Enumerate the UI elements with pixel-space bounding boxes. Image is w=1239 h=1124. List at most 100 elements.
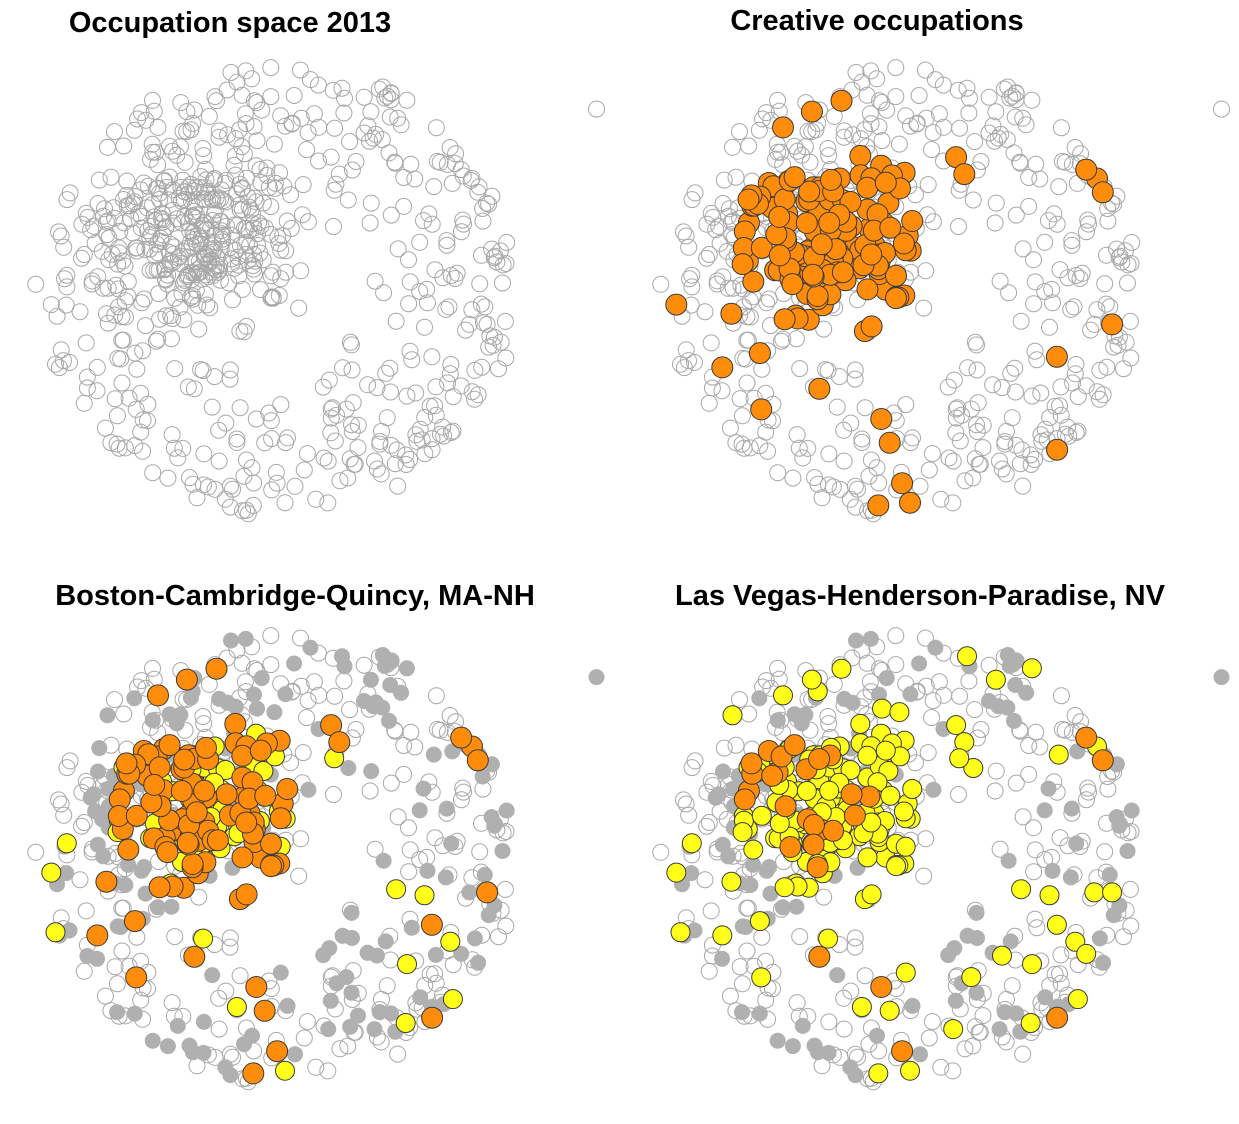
node	[175, 668, 198, 691]
node	[902, 779, 923, 799]
node	[861, 884, 882, 905]
node	[1032, 426, 1050, 444]
node	[437, 300, 455, 318]
node	[1099, 780, 1117, 798]
node	[453, 945, 470, 962]
node	[246, 92, 263, 110]
node	[820, 715, 838, 733]
node	[470, 954, 487, 971]
node	[727, 168, 745, 186]
node	[319, 494, 337, 512]
node	[236, 105, 254, 123]
node	[1017, 116, 1035, 134]
node	[788, 898, 805, 915]
node	[85, 786, 102, 803]
node	[440, 931, 461, 952]
node	[750, 121, 768, 139]
node	[116, 292, 134, 310]
node	[263, 481, 281, 499]
node	[856, 278, 879, 301]
node	[588, 100, 605, 118]
node	[342, 1018, 359, 1035]
node	[956, 1040, 974, 1058]
node	[142, 150, 159, 168]
node	[109, 255, 127, 273]
node	[721, 987, 739, 1005]
node	[327, 175, 345, 193]
node	[463, 301, 481, 319]
node	[349, 416, 367, 434]
node	[411, 851, 429, 868]
node	[179, 378, 197, 396]
node	[204, 191, 222, 209]
node	[427, 119, 445, 137]
node	[369, 947, 385, 964]
node	[194, 362, 212, 380]
node	[819, 140, 837, 157]
node	[109, 349, 127, 367]
node	[224, 291, 241, 309]
node	[733, 435, 751, 453]
node	[48, 307, 66, 325]
node	[194, 708, 212, 725]
node	[263, 430, 281, 448]
node	[434, 418, 452, 436]
node	[1096, 275, 1114, 293]
panel	[652, 59, 1230, 523]
node	[683, 266, 701, 284]
node	[874, 171, 897, 194]
node	[1091, 181, 1114, 204]
node	[328, 731, 351, 754]
node	[300, 781, 317, 798]
node	[970, 455, 988, 473]
node	[485, 249, 503, 267]
node	[162, 330, 180, 348]
node	[414, 885, 435, 906]
node	[341, 450, 359, 468]
node	[878, 670, 895, 687]
node	[149, 899, 166, 916]
node	[86, 234, 104, 252]
node	[469, 183, 487, 201]
node	[930, 673, 948, 691]
node	[490, 360, 507, 378]
node	[733, 975, 751, 993]
node	[380, 144, 398, 162]
node	[361, 214, 379, 232]
node	[856, 176, 879, 199]
node	[969, 394, 987, 412]
node	[152, 229, 170, 247]
node	[55, 352, 72, 370]
node	[835, 128, 853, 146]
node	[908, 114, 926, 132]
node	[115, 752, 138, 775]
node	[381, 712, 397, 729]
node	[916, 629, 934, 647]
node	[904, 997, 921, 1014]
node	[732, 822, 753, 843]
node	[249, 700, 265, 717]
node	[302, 639, 319, 656]
node	[806, 1037, 823, 1054]
node	[79, 208, 97, 226]
node	[1006, 712, 1022, 729]
node	[231, 236, 249, 254]
node	[55, 806, 73, 824]
node	[853, 430, 871, 448]
node	[911, 477, 929, 495]
node	[423, 215, 441, 233]
node	[160, 191, 178, 209]
node	[1001, 658, 1018, 674]
node	[856, 967, 874, 985]
node	[245, 219, 263, 237]
node	[1066, 707, 1084, 724]
node	[494, 843, 511, 859]
node	[397, 456, 415, 473]
node	[50, 791, 67, 809]
node	[681, 270, 698, 288]
node	[836, 690, 853, 707]
node	[1025, 295, 1043, 313]
node	[182, 689, 199, 706]
node	[440, 298, 458, 316]
node	[366, 452, 383, 470]
